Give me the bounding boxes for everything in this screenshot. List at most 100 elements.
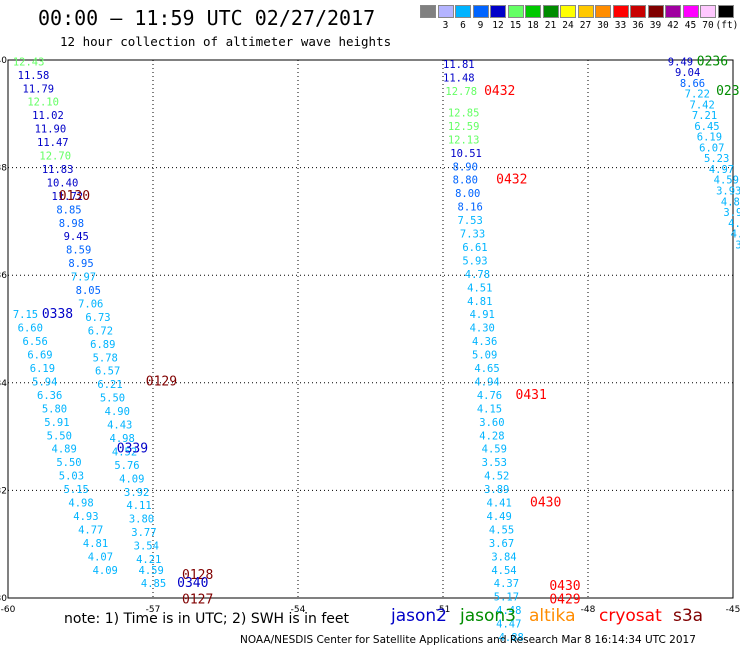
pass-time-label: 0340 xyxy=(177,576,208,591)
wave-height-value: 4.80 xyxy=(721,196,740,208)
credit-footer: NOAA/NESDIS Center for Satellite Applica… xyxy=(240,634,696,646)
wave-height-value: 4.78 xyxy=(465,269,490,281)
color-scale-swatch xyxy=(700,5,716,18)
color-scale-swatch xyxy=(507,5,524,18)
color-scale-swatch xyxy=(455,5,471,18)
wave-height-value: 8.98 xyxy=(59,218,84,230)
wave-height-value: 4.55 xyxy=(489,524,514,536)
wave-height-value: 4.47 xyxy=(496,619,521,631)
pass-time-label: 0129 xyxy=(146,374,177,389)
wave-height-value: 4.59 xyxy=(714,175,739,187)
wave-height-value: 4.59 xyxy=(139,565,164,577)
wave-height-value: 4.52 xyxy=(112,446,137,458)
wave-height-value: 3.92 xyxy=(124,487,149,499)
wave-height-value: 8.85 xyxy=(56,204,81,216)
y-tick-label: 34 xyxy=(0,379,7,389)
wave-height-value: 4.49 xyxy=(487,511,512,523)
color-scale-swatch xyxy=(525,5,541,18)
wave-height-value: 5.80 xyxy=(42,403,67,415)
map-title: 00:00 – 11:59 UTC 02/27/2017 xyxy=(38,6,376,30)
wave-height-value: 7.15 xyxy=(13,309,38,321)
color-scale-label: 21 xyxy=(544,20,557,31)
wave-height-value: 12.43 xyxy=(13,56,45,68)
wave-height-value: 11.83 xyxy=(42,164,74,176)
x-tick-label: -60 xyxy=(1,605,16,615)
wave-height-value: 11.47 xyxy=(37,137,69,149)
wave-height-value: 6.69 xyxy=(27,350,52,362)
wave-height-value: 12.10 xyxy=(27,97,59,109)
wave-height-value: 6.19 xyxy=(697,132,722,144)
color-scale-label: 30 xyxy=(597,20,609,31)
wave-height-value: 4.07 xyxy=(88,551,113,563)
wave-height-value: 3.54 xyxy=(134,541,159,553)
wave-height-value: 7.53 xyxy=(458,215,483,227)
x-tick-label: -51 xyxy=(436,605,451,615)
wave-height-value: 3.77 xyxy=(131,527,156,539)
wave-height-value: 11.90 xyxy=(35,124,67,136)
color-scale-swatch xyxy=(717,5,734,18)
wave-height-value: 5.50 xyxy=(100,393,125,405)
wave-height-value: 5.78 xyxy=(93,352,118,364)
wave-height-value: 4.98 xyxy=(110,433,135,445)
y-tick-label: 32 xyxy=(0,486,7,496)
y-tick-label: 30 xyxy=(0,594,7,604)
color-scale-swatch xyxy=(542,5,559,18)
color-scale-label: 6 xyxy=(460,20,466,31)
wave-height-value: 5.76 xyxy=(114,460,139,472)
wave-height-value: 4.15 xyxy=(477,403,502,415)
wave-height-value: 8.80 xyxy=(453,175,478,187)
wave-height-value: 5.03 xyxy=(59,471,84,483)
wave-height-value: 11.48 xyxy=(443,73,475,85)
color-scale-label: 9 xyxy=(477,20,484,31)
wave-height-value: 6.07 xyxy=(699,142,724,154)
pass-time-label: 0130 xyxy=(59,189,90,204)
wave-height-value: 12.70 xyxy=(39,151,71,163)
wave-height-value: 4.65 xyxy=(474,363,499,375)
pass-time-label: 0236 xyxy=(697,54,728,69)
wave-height-value: 4.98 xyxy=(68,498,93,510)
wave-height-value: 12.78 xyxy=(445,86,477,98)
pass-time-label: 0432 xyxy=(484,84,515,99)
x-tick-label: -57 xyxy=(146,605,161,615)
wave-height-value: 3.91 xyxy=(723,207,740,219)
color-scale-label: 39 xyxy=(649,20,662,31)
color-scale-label: 27 xyxy=(579,20,592,31)
wave-height-value: 3.67 xyxy=(489,538,514,550)
wave-height-value: 8.95 xyxy=(68,258,93,270)
wave-height-value: 5.93 xyxy=(462,255,487,267)
wave-height-value: 7.97 xyxy=(71,272,96,284)
satellite-legend-altika: altika xyxy=(529,606,576,626)
wave-height-value: 3.80 xyxy=(129,514,154,526)
y-tick-label: 38 xyxy=(0,164,7,174)
wave-height-value: 4.41 xyxy=(487,498,512,510)
wave-height-value: 5.94 xyxy=(32,376,57,388)
pass-time-label: 0237 xyxy=(716,84,740,99)
color-scale-swatch xyxy=(647,5,664,18)
map-frame xyxy=(7,59,734,599)
wave-height-value: 7.42 xyxy=(690,99,715,111)
wave-height-value: 9.45 xyxy=(64,231,89,243)
color-scale-label: 33 xyxy=(614,20,627,31)
color-scale-swatch xyxy=(682,5,699,18)
pass-time-label: 0432 xyxy=(496,173,527,188)
wave-height-value: 11.58 xyxy=(18,70,50,82)
color-scale-label: 3 xyxy=(442,20,449,31)
wave-height-value: 5.91 xyxy=(44,417,69,429)
color-scale-swatch xyxy=(437,5,454,18)
wave-height-value: 4.91 xyxy=(470,309,495,321)
color-scale-swatch xyxy=(420,5,436,18)
wave-height-value: 3.60 xyxy=(479,417,504,429)
x-tick-label: -45 xyxy=(726,605,740,615)
wave-height-value: 6.89 xyxy=(90,339,115,351)
wave-height-value: 4.89 xyxy=(52,444,77,456)
wave-height-value: 5.09 xyxy=(472,350,497,362)
wave-height-value: 5.23 xyxy=(704,153,729,165)
color-scale-swatch xyxy=(630,5,646,18)
units-note: note: 1) Time is in UTC; 2) SWH is in fe… xyxy=(64,611,350,627)
wave-height-value: 3.89 xyxy=(484,484,509,496)
pass-time-label: 0430 xyxy=(549,579,580,594)
wave-height-value: 4.43 xyxy=(107,420,132,432)
wave-height-value: 4.30 xyxy=(470,323,495,335)
color-scale-swatch xyxy=(577,5,594,18)
color-scale-label: 12 xyxy=(492,20,504,31)
